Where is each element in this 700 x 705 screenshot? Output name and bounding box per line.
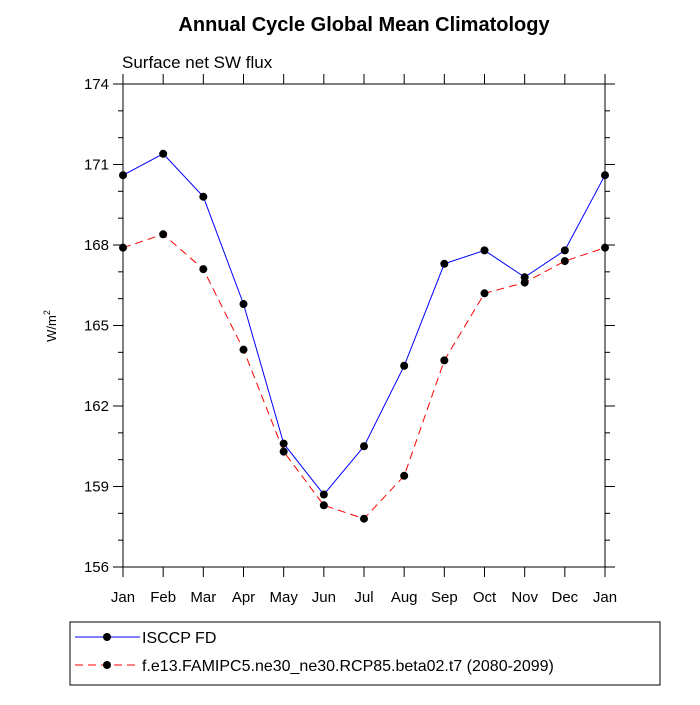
series-lines <box>122 153 606 520</box>
x-tick-label: Aug <box>391 589 418 606</box>
data-point-series-1 <box>279 439 288 448</box>
data-point-series-2 <box>199 265 208 274</box>
data-point-series-2 <box>279 447 288 456</box>
legend-label-2: f.e13.FAMIPC5.ne30_ne30.RCP85.beta02.t7 … <box>142 658 554 675</box>
data-point-series-2 <box>601 243 609 252</box>
plot-frame <box>122 83 606 568</box>
data-point-series-1 <box>400 361 409 370</box>
data-point-series-1 <box>440 259 449 268</box>
data-point-series-1 <box>360 442 368 451</box>
data-point-series-1 <box>159 149 168 158</box>
x-tick-label: May <box>269 589 298 606</box>
y-tick-label: 159 <box>84 479 109 496</box>
plot-area: 156 159 162 165 168 171 174 Jan Feb Mar Apr May Jun… <box>84 74 617 606</box>
x-tick-label: Jun <box>312 589 336 606</box>
x-tick-label: Jan <box>111 589 135 606</box>
y-axis-label-base: W/m <box>44 315 59 342</box>
data-point-series-2 <box>360 514 368 523</box>
x-tick-label: Mar <box>190 589 216 606</box>
series-points <box>119 149 609 523</box>
y-axis-label: W/m2 <box>42 310 59 342</box>
data-point-series-2 <box>480 289 489 298</box>
data-point-series-1 <box>319 490 328 499</box>
data-point-series-1 <box>480 246 489 255</box>
x-tick-label: Dec <box>551 589 578 606</box>
data-point-series-1 <box>239 300 248 309</box>
legend-box <box>69 621 661 686</box>
x-tick-label: Sep <box>431 589 458 606</box>
x-tick-label: Apr <box>232 589 255 606</box>
y-tick-label: 171 <box>84 157 109 174</box>
legend-marker-2 <box>103 661 111 669</box>
chart-subtitle: Surface net SW flux <box>122 53 273 72</box>
data-point-series-2 <box>159 230 168 239</box>
data-point-series-2 <box>520 278 529 287</box>
x-tick-label: Jul <box>354 589 373 606</box>
data-point-series-2 <box>440 356 449 365</box>
data-point-series-2 <box>319 501 328 510</box>
y-tick-label: 165 <box>84 318 109 335</box>
x-tick-label: Jan <box>593 589 617 606</box>
y-tick-label: 174 <box>84 76 109 93</box>
x-tick-label: Feb <box>150 589 176 606</box>
y-tick-label: 162 <box>84 398 109 415</box>
y-tick-label: 168 <box>84 237 109 254</box>
ticks <box>113 74 615 577</box>
data-point-series-1 <box>601 171 609 180</box>
data-point-series-2 <box>560 257 569 266</box>
legend-marker-1 <box>103 633 111 641</box>
x-tick-label: Oct <box>473 589 497 606</box>
data-point-series-1 <box>560 246 569 255</box>
y-tick-label: 156 <box>84 559 109 576</box>
x-tick-labels: Jan Feb Mar Apr May Jun Jul Aug Sep Oct Nov Dec Jan <box>111 589 617 606</box>
data-point-series-1 <box>119 171 127 180</box>
legend-label-1: ISCCP FD <box>142 630 216 647</box>
data-point-series-2 <box>239 345 248 354</box>
y-tick-labels: 156 159 162 165 168 171 174 <box>84 76 109 576</box>
legend: ISCCP FD f.e13.FAMIPC5.ne30_ne30.RCP85.be… <box>69 621 661 686</box>
chart-title: Annual Cycle Global Mean Climatology <box>178 14 550 36</box>
series-line-2 <box>122 233 606 520</box>
x-tick-label: Nov <box>511 589 538 606</box>
y-axis-label-superscript: 2 <box>42 310 52 315</box>
data-point-series-2 <box>119 243 127 252</box>
data-point-series-1 <box>199 192 208 201</box>
data-point-series-2 <box>400 471 409 480</box>
